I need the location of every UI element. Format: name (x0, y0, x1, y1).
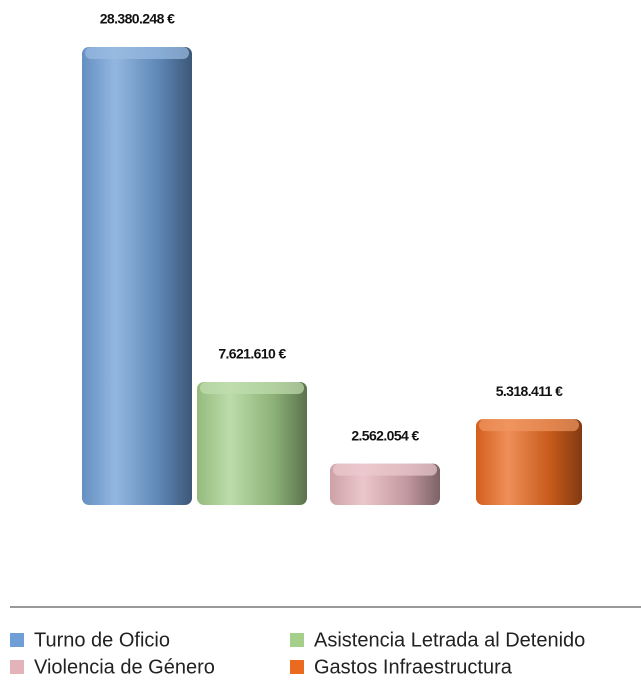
value-label: 2.562.054 € (351, 427, 419, 443)
legend-swatch (290, 660, 304, 674)
bar-top (479, 419, 579, 432)
legend-label: Asistencia Letrada al Detenido (314, 629, 585, 651)
bar-top (333, 463, 437, 476)
bar (197, 382, 307, 505)
legend-label: Violencia de Género (34, 656, 215, 678)
bar-top (200, 382, 304, 395)
legend-label: Gastos Infraestructura (314, 656, 513, 678)
bar (476, 419, 582, 505)
value-label: 7.621.610 € (218, 346, 286, 362)
bar (82, 47, 192, 505)
value-label: 5.318.411 € (496, 383, 563, 399)
bar-top (85, 47, 189, 59)
legend-swatch (10, 633, 24, 647)
legend-swatch (290, 633, 304, 647)
legend-swatch (10, 660, 24, 674)
value-label: 28.380.248 € (100, 11, 175, 27)
legend-label: Turno de Oficio (34, 629, 170, 651)
